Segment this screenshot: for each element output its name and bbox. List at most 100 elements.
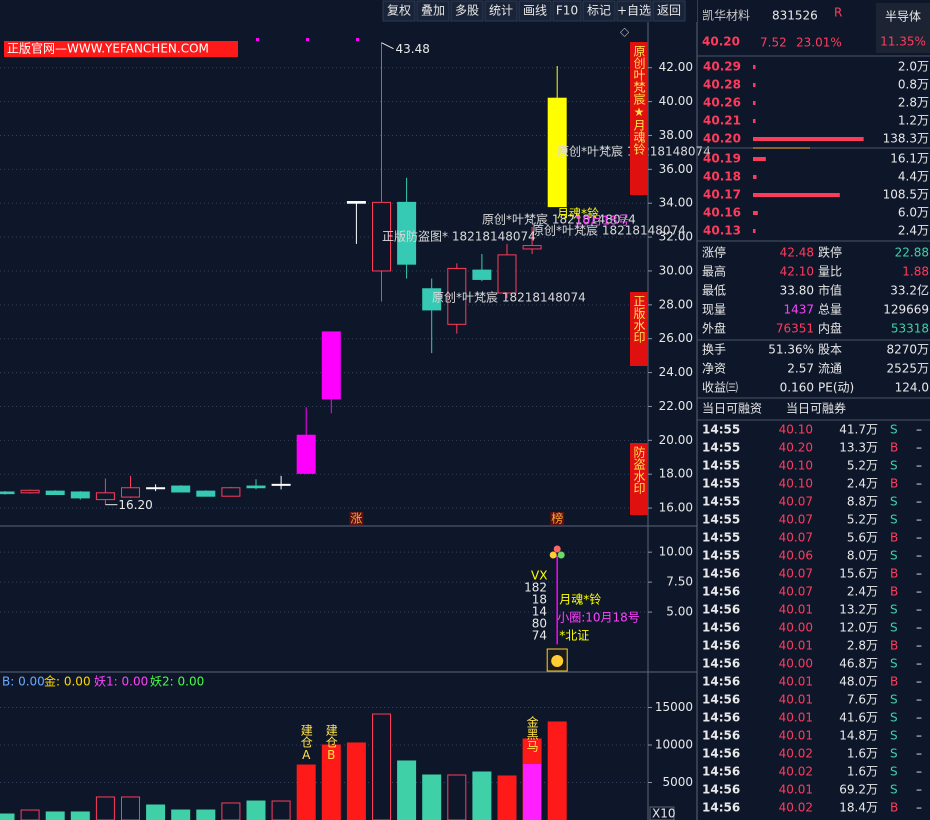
trade-time: 14:56	[702, 657, 740, 671]
toolbar-label[interactable]: 标记	[587, 4, 611, 18]
trade-side: B	[890, 531, 898, 545]
trade-price: 40.07	[779, 531, 813, 545]
toolbar-button[interactable]	[552, 0, 582, 22]
toolbar-label[interactable]: 复权	[387, 4, 411, 18]
toolbar-label[interactable]: 多股	[455, 4, 479, 18]
trade-volume: 41.7万	[839, 423, 878, 437]
y-tick-label: 5.00	[666, 605, 693, 619]
toolbar-label[interactable]: 画线	[523, 4, 547, 18]
toolbar-label[interactable]: 统计	[489, 4, 513, 18]
candle-body	[70, 491, 90, 499]
trade-price: 40.07	[779, 567, 813, 581]
trade-time: 14:55	[702, 549, 740, 563]
stat-value: 33.80	[780, 284, 814, 298]
toolbar-button[interactable]	[382, 0, 416, 22]
toolbar-button[interactable]	[518, 0, 552, 22]
stat-label: 最低	[702, 284, 726, 298]
trade-price: 40.10	[779, 423, 813, 437]
stat-value: 42.48	[780, 246, 814, 260]
book-bar	[753, 119, 756, 123]
trade-volume: 2.4万	[847, 585, 878, 599]
toolbar-button[interactable]	[416, 0, 450, 22]
trade-dash: –	[916, 621, 922, 635]
trade-time: 14:56	[702, 693, 740, 707]
trade-side: S	[890, 549, 898, 563]
trade-volume: 8.8万	[847, 495, 878, 509]
trade-volume: 5.6万	[847, 531, 878, 545]
book-volume: 1.2万	[898, 114, 929, 128]
trade-dash: –	[916, 495, 922, 509]
vx-text: 80	[532, 617, 547, 631]
candle-body	[472, 269, 492, 280]
y-tick-label: 7.50	[666, 575, 693, 589]
bar-label: 金黑马	[525, 715, 539, 752]
candle-body	[146, 487, 166, 490]
bar-label: 建仓A	[299, 724, 313, 762]
book-price: 40.26	[703, 96, 741, 110]
book-bar	[753, 83, 756, 87]
trade-volume: 48.0万	[839, 675, 878, 689]
candle-body	[0, 491, 15, 495]
toolbar-button[interactable]	[616, 0, 652, 22]
trade-price: 40.01	[779, 783, 813, 797]
trade-time: 14:55	[702, 495, 740, 509]
marker: 榜	[551, 511, 563, 526]
candle-body	[95, 492, 115, 501]
volume-bar	[497, 775, 517, 820]
vx-text: VX	[531, 569, 547, 583]
candle-body	[221, 487, 241, 497]
candle-body	[346, 201, 366, 204]
stat-value: 2.57	[787, 362, 814, 376]
trade-time: 14:56	[702, 801, 740, 815]
trade-side: B	[890, 477, 898, 491]
candle-body	[397, 201, 417, 265]
toolbar-label[interactable]: 叠加	[421, 4, 445, 18]
trade-dash: –	[916, 783, 922, 797]
marker-bg	[349, 512, 364, 525]
toolbar-label[interactable]: +自选	[617, 4, 651, 18]
high-label: 43.48	[396, 42, 430, 56]
volume-bar	[0, 813, 15, 820]
sector-pct: 11.35%	[880, 35, 926, 49]
y-tick-label: 15000	[655, 700, 693, 714]
trade-time: 14:56	[702, 711, 740, 725]
trade-price: 40.01	[779, 603, 813, 617]
trade-volume: 8.0万	[847, 549, 878, 563]
stat-label: 净资	[702, 362, 726, 376]
trade-side: B	[890, 675, 898, 689]
candle-body	[547, 97, 567, 208]
book-volume: 2.0万	[898, 60, 929, 74]
trade-volume: 13.3万	[839, 441, 878, 455]
panel-icon[interactable]: ◇	[620, 25, 630, 39]
book-price: 40.20	[703, 132, 741, 146]
trade-price: 40.20	[779, 441, 813, 455]
trade-dash: –	[916, 603, 922, 617]
signal-name: 月魂*铃	[559, 592, 601, 607]
sector-name[interactable]: 半导体	[885, 10, 921, 24]
toolbar-button[interactable]	[652, 0, 686, 22]
toolbar-button[interactable]	[582, 0, 616, 22]
legend-entry: 金: 0.00	[44, 674, 91, 689]
volume-bar	[547, 721, 567, 820]
stock-name: 凯华材料	[702, 9, 750, 23]
trade-side: S	[890, 621, 898, 635]
toolbar-button[interactable]	[450, 0, 484, 22]
candle-body	[447, 267, 467, 325]
y-tick-label: 16.00	[659, 501, 693, 515]
watermark: 原创*叶梵宸 18218148074	[432, 290, 586, 305]
toolbar-label[interactable]: 返回	[657, 4, 681, 18]
toolbar-button[interactable]	[484, 0, 518, 22]
volume-bar	[346, 742, 366, 820]
stat-value: 1.88	[902, 265, 929, 279]
trade-dash: –	[916, 567, 922, 581]
sector-box	[876, 3, 930, 53]
watermark: 月魂*铃	[557, 206, 599, 221]
stat-value: 53318	[891, 322, 929, 336]
book-bar	[753, 65, 756, 69]
stat-label: 市值	[818, 283, 842, 298]
toolbar-label[interactable]: F10	[556, 4, 578, 18]
volume-bar	[221, 802, 241, 820]
watermark: 原创*叶梵宸 18218148074	[482, 212, 636, 227]
